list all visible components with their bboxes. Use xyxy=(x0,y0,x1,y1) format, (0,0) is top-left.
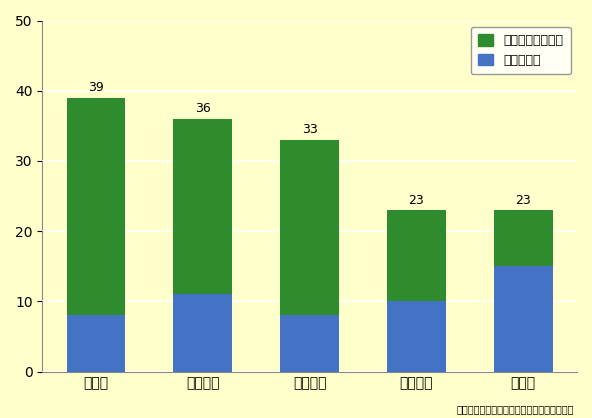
Bar xyxy=(173,294,232,372)
Text: 36: 36 xyxy=(195,102,211,115)
Text: 23: 23 xyxy=(516,194,531,206)
Text: 23: 23 xyxy=(408,194,424,206)
Bar xyxy=(67,98,126,316)
Bar xyxy=(67,316,126,372)
Bar xyxy=(173,119,232,294)
Bar xyxy=(280,140,339,316)
Text: 出典：内閣府男女共同参画局資料より作成。: 出典：内閣府男女共同参画局資料より作成。 xyxy=(457,404,574,414)
Bar xyxy=(280,316,339,372)
Text: 39: 39 xyxy=(88,81,104,94)
Bar xyxy=(387,210,446,301)
Bar xyxy=(494,266,553,372)
Bar xyxy=(387,301,446,372)
Bar xyxy=(494,210,553,266)
Legend: 有給休暨取得日数, 祝祭日日数: 有給休暨取得日数, 祝祭日日数 xyxy=(471,27,571,74)
Text: 33: 33 xyxy=(302,123,317,136)
